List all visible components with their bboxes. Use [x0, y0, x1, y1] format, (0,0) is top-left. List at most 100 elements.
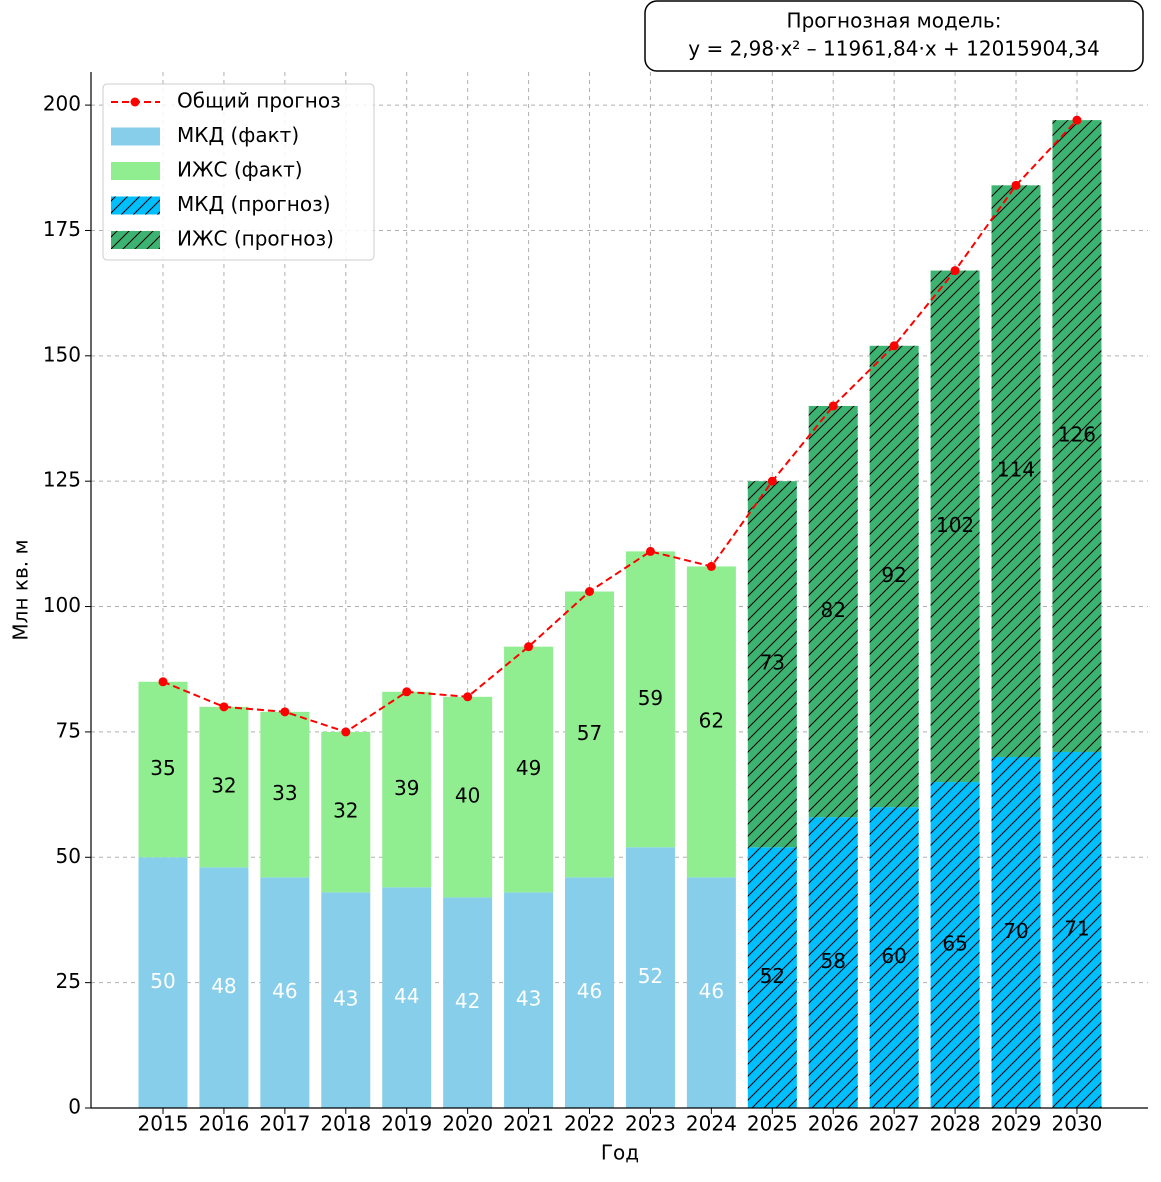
line-marker — [767, 476, 777, 486]
line-marker — [828, 401, 838, 411]
bar-hatch — [930, 270, 980, 783]
annotation-box — [644, 0, 1144, 72]
data-label: 49 — [516, 756, 541, 780]
x-tick-label: 2022 — [564, 1112, 615, 1136]
bar — [138, 681, 188, 858]
data-label: 48 — [211, 974, 236, 998]
line-marker — [402, 687, 412, 697]
bar — [625, 847, 675, 1108]
bar — [260, 711, 310, 878]
bar — [321, 892, 371, 1108]
y-tick-label: 125 — [43, 468, 81, 492]
legend-swatch — [111, 162, 160, 180]
x-tick-label: 2029 — [991, 1112, 1042, 1136]
line-marker — [950, 266, 960, 276]
x-tick-label: 2020 — [442, 1112, 493, 1136]
data-label: 44 — [394, 984, 419, 1008]
x-tick-label: 2025 — [747, 1112, 798, 1136]
y-tick-label: 25 — [56, 969, 81, 993]
y-axis-title: Млн кв. м — [9, 539, 33, 640]
line-marker — [585, 587, 595, 597]
data-label: 57 — [577, 721, 602, 745]
x-tick-label: 2023 — [625, 1112, 676, 1136]
bar — [504, 646, 554, 893]
legend-swatch — [111, 196, 160, 215]
y-tick-label: 200 — [43, 92, 81, 116]
bar — [625, 551, 675, 848]
line-marker — [219, 702, 229, 712]
data-label: 42 — [455, 989, 480, 1013]
line-marker — [463, 692, 473, 702]
data-label: 126 — [1058, 423, 1096, 447]
data-label: 35 — [150, 756, 175, 780]
data-label: 46 — [699, 979, 724, 1003]
bar-hatch — [869, 345, 919, 808]
data-label: 46 — [272, 979, 297, 1003]
x-tick-label: 2015 — [138, 1112, 189, 1136]
data-label: 59 — [638, 686, 663, 710]
data-label: 62 — [699, 708, 724, 732]
data-label: 73 — [760, 651, 785, 675]
data-label: 70 — [1003, 919, 1028, 943]
data-label: 92 — [881, 563, 906, 587]
bar — [260, 877, 310, 1108]
bar-hatch — [1052, 751, 1102, 1108]
line-marker — [1011, 180, 1021, 190]
bar — [382, 887, 432, 1108]
bar — [138, 857, 188, 1108]
data-label: 43 — [516, 987, 541, 1011]
line-marker — [341, 727, 351, 737]
data-label: 32 — [333, 799, 358, 823]
x-tick-label: 2021 — [503, 1112, 554, 1136]
bar — [565, 877, 615, 1108]
line-marker — [706, 561, 716, 571]
data-label: 50 — [150, 969, 175, 993]
bar-hatch — [930, 782, 980, 1108]
bar — [199, 706, 249, 868]
data-label: 46 — [577, 979, 602, 1003]
bar — [686, 877, 736, 1108]
y-tick-label: 175 — [43, 217, 81, 241]
data-label: 60 — [881, 944, 906, 968]
x-tick-label: 2019 — [381, 1112, 432, 1136]
bar — [565, 591, 615, 878]
line-marker — [645, 546, 655, 556]
bar-hatch — [747, 481, 797, 848]
bar — [321, 731, 371, 893]
legend-label: МКД (прогноз) — [177, 192, 331, 216]
bar-hatch — [808, 405, 858, 818]
bar — [443, 897, 493, 1108]
data-label: 58 — [821, 949, 846, 973]
x-tick-label: 2028 — [930, 1112, 981, 1136]
data-label: 52 — [638, 964, 663, 988]
x-tick-label: 2016 — [198, 1112, 249, 1136]
bar-hatch — [747, 847, 797, 1108]
line-marker — [1072, 115, 1082, 125]
data-label: 114 — [997, 458, 1035, 482]
line-marker — [524, 642, 534, 652]
line-marker — [158, 677, 168, 687]
legend-box — [102, 83, 375, 261]
legend-label: ИЖС (факт) — [177, 158, 303, 182]
data-label: 82 — [821, 598, 846, 622]
x-tick-label: 2017 — [259, 1112, 310, 1136]
bar — [504, 892, 554, 1108]
legend-label: ИЖС (прогноз) — [177, 227, 334, 251]
x-tick-label: 2030 — [1051, 1112, 1102, 1136]
data-label: 52 — [760, 964, 785, 988]
bar-hatch — [869, 807, 919, 1108]
bar — [199, 867, 249, 1108]
annotation: Прогнозная модель: — [787, 9, 1002, 33]
y-tick-label: 75 — [56, 718, 81, 742]
bar-hatch — [1052, 120, 1102, 752]
legend-label: МКД (факт) — [177, 123, 299, 147]
bar — [686, 566, 736, 878]
total-line — [162, 119, 1078, 734]
data-label: 43 — [333, 987, 358, 1011]
x-tick-label: 2027 — [869, 1112, 920, 1136]
x-tick-label: 2018 — [320, 1112, 371, 1136]
y-tick-label: 50 — [56, 844, 81, 868]
bar-hatch — [991, 185, 1041, 757]
bar-hatch — [808, 817, 858, 1108]
